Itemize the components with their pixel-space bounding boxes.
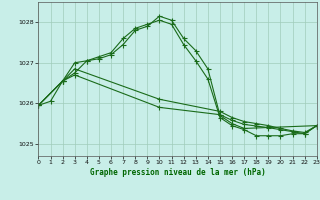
X-axis label: Graphe pression niveau de la mer (hPa): Graphe pression niveau de la mer (hPa) [90,168,266,177]
